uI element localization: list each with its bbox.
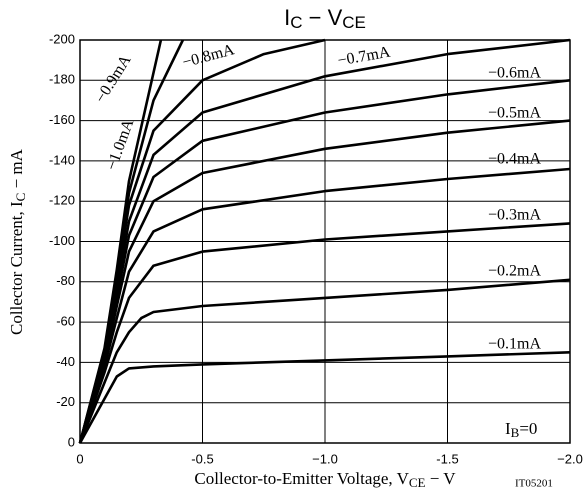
curve	[78, 39, 163, 444]
y-tick-label: -140	[49, 152, 75, 167]
series-label: −0.2mA	[488, 263, 541, 280]
x-tick-label: −1.0	[312, 451, 338, 466]
y-tick-label: -120	[49, 193, 75, 208]
series-label: −0.3mA	[488, 207, 541, 224]
y-tick-label: -80	[56, 273, 75, 288]
curve	[78, 167, 571, 444]
curve	[78, 222, 571, 444]
y-tick-label: -60	[56, 314, 75, 329]
y-tick-label: -20	[56, 394, 75, 409]
curve	[78, 351, 571, 444]
x-axis-label: Collector-to-Emitter Voltage, VCE − V	[194, 469, 456, 490]
y-axis-label: Collector Current, IC − mA	[7, 148, 28, 335]
x-tick-label: -1.5	[436, 451, 458, 466]
y-tick-label: -200	[49, 31, 75, 46]
y-tick-label: -160	[49, 112, 75, 127]
y-tick-label: -40	[56, 354, 75, 369]
figure-code: IT05201	[515, 478, 553, 490]
series-label: −0.6mA	[488, 65, 541, 82]
series-label: −0.5mA	[488, 105, 541, 122]
y-tick-label: -100	[49, 233, 75, 248]
series-label: −0.4mA	[488, 151, 541, 168]
x-tick-label: -0.5	[191, 451, 213, 466]
chart-title: IC − VCE	[284, 5, 366, 33]
annotation: IB=0	[505, 419, 537, 440]
y-tick-label: -180	[49, 72, 75, 87]
series-label: −0.9mA	[92, 52, 135, 106]
series-label: −0.8mA	[181, 41, 237, 71]
y-tick-label: 0	[68, 434, 75, 449]
x-tick-label: −2.0	[557, 451, 583, 466]
curve	[78, 278, 571, 444]
series-label: −0.1mA	[488, 336, 541, 353]
x-tick-label: 0	[76, 451, 83, 466]
